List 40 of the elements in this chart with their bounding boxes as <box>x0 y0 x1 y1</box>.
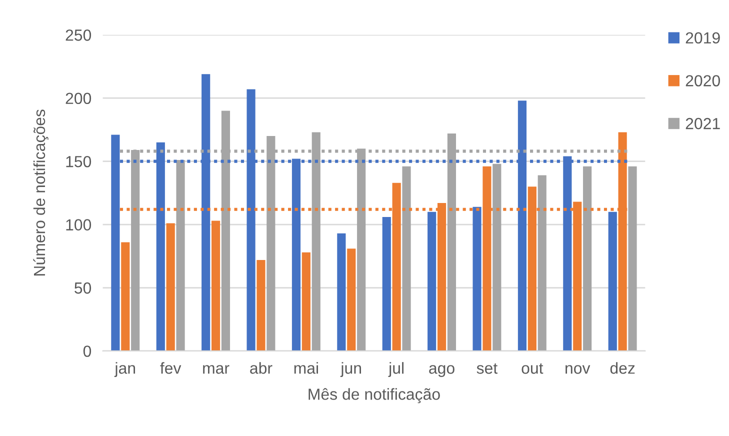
x-axis-title: Mês de notificação <box>308 388 440 404</box>
y-tick-label: 250 <box>66 30 92 41</box>
x-tick-label: jul <box>388 362 404 377</box>
x-tick-label: jan <box>114 362 136 377</box>
bar <box>428 212 436 351</box>
legend-label: 2021 <box>686 118 720 130</box>
bar <box>628 166 637 351</box>
bar <box>347 248 356 351</box>
bar <box>583 166 592 351</box>
bar <box>121 242 130 351</box>
bar <box>166 223 175 351</box>
x-tick-label: fev <box>160 362 182 374</box>
bar <box>256 260 266 351</box>
x-tick-label: abr <box>250 362 272 374</box>
x-tick-label: mai <box>294 362 318 374</box>
x-tick-label: out <box>522 363 544 374</box>
x-tick-label: nov <box>566 365 590 374</box>
bar <box>211 220 220 351</box>
legend-label: 2019 <box>686 32 720 44</box>
bar <box>538 175 546 351</box>
x-tick-label: ago <box>429 365 454 377</box>
y-tick-label: 0 <box>83 346 92 357</box>
bar <box>382 216 391 351</box>
x-tick-label: jun <box>340 362 361 377</box>
bar <box>608 212 617 351</box>
bar <box>402 166 411 351</box>
x-tick-label: mar <box>203 365 230 374</box>
y-tick-label: 50 <box>74 282 92 294</box>
y-tick-label: 150 <box>66 156 92 168</box>
bar <box>492 164 502 351</box>
bar <box>472 206 482 351</box>
legend-label: 2020 <box>686 75 720 86</box>
y-tick-label: 100 <box>66 219 92 230</box>
x-tick-label: dez <box>610 362 635 374</box>
x-tick-label: set <box>476 363 498 374</box>
bar <box>176 160 185 351</box>
y-axis-title: Número de notificações <box>33 110 48 276</box>
y-tick-label: 200 <box>66 92 92 104</box>
bar <box>302 252 310 351</box>
bar <box>337 233 346 351</box>
